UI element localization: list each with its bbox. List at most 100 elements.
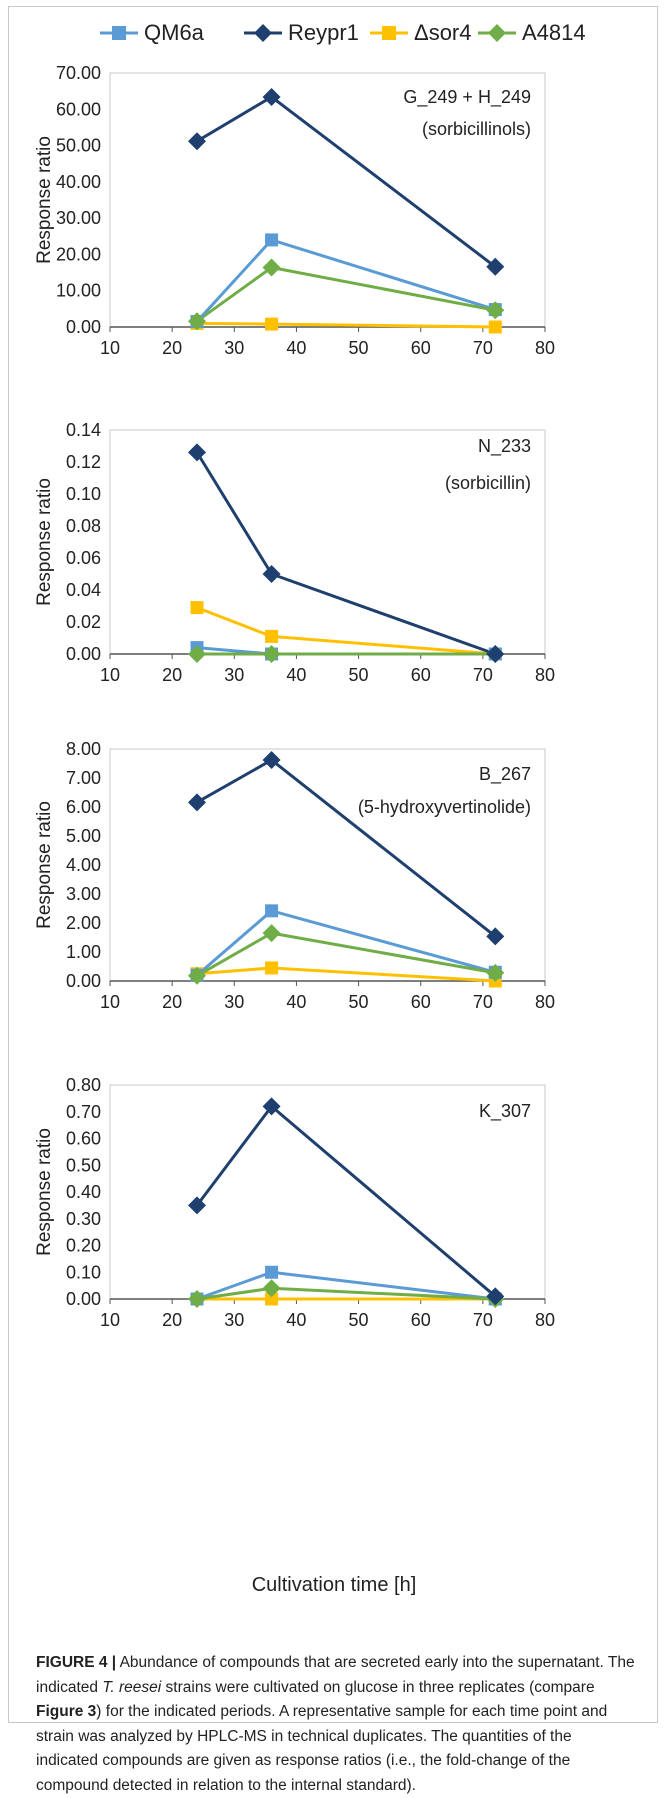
data-point-a4814 bbox=[188, 966, 206, 985]
x-tick-label: 60 bbox=[411, 665, 431, 685]
data-point-sor4 bbox=[265, 629, 279, 643]
y-tick-label: 0.10 bbox=[66, 484, 101, 504]
y-tick-label: 50.00 bbox=[56, 136, 101, 156]
series-line-sor4 bbox=[196, 606, 496, 656]
y-tick-label: 0.20 bbox=[66, 1236, 101, 1256]
x-axis-title: Cultivation time [h] bbox=[251, 1574, 417, 1596]
legend-label-qm6a: QM6a bbox=[144, 20, 204, 45]
y-axis-label: Response ratio bbox=[34, 801, 55, 929]
x-tick-label: 70 bbox=[473, 1310, 493, 1330]
chart-panel-2: 0.00 0.02 0.04 0.06 0.08 0.10 0.12 0.14 10 20 30 40… bbox=[34, 420, 555, 685]
data-point-reypr1 bbox=[188, 443, 206, 462]
figure-frame bbox=[8, 6, 658, 1723]
x-tick-label: 40 bbox=[286, 1310, 306, 1330]
x-tick-label: 40 bbox=[286, 665, 306, 685]
data-point-qm6a bbox=[265, 233, 279, 247]
legend-marker-qm6a bbox=[100, 26, 138, 40]
series-line-qm6a bbox=[196, 1270, 496, 1301]
y-tick-label: 4.00 bbox=[66, 855, 101, 875]
data-point-reypr1 bbox=[188, 1196, 206, 1215]
y-tick-label: 0.08 bbox=[66, 516, 101, 536]
x-tick-label: 80 bbox=[535, 338, 555, 358]
y-tick-label: 0.30 bbox=[66, 1209, 101, 1229]
chart-title: K_307 bbox=[479, 1101, 531, 1122]
caption-species: T. reesei bbox=[102, 1678, 162, 1696]
data-point-sor4 bbox=[265, 317, 279, 331]
y-tick-label: 0.12 bbox=[66, 452, 101, 472]
data-point-sor4 bbox=[265, 1292, 279, 1306]
x-tick-label: 30 bbox=[224, 338, 244, 358]
x-tick-label: 50 bbox=[349, 665, 369, 685]
y-axis-label: Response ratio bbox=[34, 136, 55, 264]
data-point-sor4 bbox=[488, 320, 502, 334]
chart-title: B_267 bbox=[479, 764, 531, 785]
chart-panel-3: 0.00 1.00 2.00 3.00 4.00 5.00 6.00 7.00 8.00 10 20… bbox=[34, 739, 555, 1012]
data-point-qm6a bbox=[265, 1265, 279, 1279]
data-point-a4814 bbox=[262, 1279, 281, 1298]
caption-text-3: ) for the indicated periods. A represent… bbox=[36, 1703, 608, 1794]
chart-subtitle: (sorbicillin) bbox=[445, 473, 531, 493]
legend-label-reypr1: Reypr1 bbox=[288, 20, 359, 45]
x-tick-label: 40 bbox=[286, 338, 306, 358]
data-point-reypr1 bbox=[262, 751, 281, 770]
y-tick-label: 0.06 bbox=[66, 548, 101, 568]
y-tick-label: 0.70 bbox=[66, 1102, 101, 1122]
x-tick-label: 80 bbox=[535, 665, 555, 685]
caption-label: FIGURE 4 | bbox=[36, 1654, 117, 1671]
x-tick-label: 10 bbox=[100, 992, 120, 1012]
data-point-reypr1 bbox=[486, 645, 505, 663]
chart-subtitle: (sorbicillinols) bbox=[422, 119, 531, 139]
caption-figure-ref: Figure 3 bbox=[36, 1703, 97, 1721]
y-tick-label: 1.00 bbox=[66, 942, 101, 962]
charts-canvas: 0.00 10.00 20.00 30.00 40.00 50.00 60.00 70.00 1… bbox=[34, 63, 555, 1330]
legend-label-a4814: A4814 bbox=[522, 20, 586, 45]
y-tick-label: 6.00 bbox=[66, 797, 101, 817]
x-tick-label: 60 bbox=[411, 1310, 431, 1330]
chart-legend: QM6a Reypr1 Δsor4 A4814 bbox=[0, 18, 668, 48]
chart-panel-1: 0.00 10.00 20.00 30.00 40.00 50.00 60.00 70.00 1… bbox=[34, 63, 555, 358]
x-tick-label: 30 bbox=[224, 992, 244, 1012]
chart-subtitle: (5-hydroxyvertinolide) bbox=[358, 797, 531, 817]
data-point-a4814 bbox=[486, 963, 505, 982]
x-tick-label: 70 bbox=[473, 338, 493, 358]
y-tick-label: 70.00 bbox=[56, 63, 101, 83]
y-axis-label: Response ratio bbox=[34, 478, 55, 606]
y-tick-label: 0.02 bbox=[66, 612, 101, 632]
y-tick-label: 0.00 bbox=[66, 644, 101, 664]
x-tick-label: 10 bbox=[100, 665, 120, 685]
data-point-reypr1 bbox=[188, 132, 206, 151]
data-point-a4814 bbox=[262, 258, 281, 277]
x-tick-label: 70 bbox=[473, 992, 493, 1012]
x-tick-label: 10 bbox=[100, 1310, 120, 1330]
x-tick-label: 50 bbox=[349, 338, 369, 358]
legend-marker-a4814 bbox=[478, 24, 516, 42]
y-tick-label: 0.80 bbox=[66, 1075, 101, 1095]
data-point-a4814 bbox=[188, 1290, 206, 1308]
y-tick-label: 0.00 bbox=[66, 1289, 101, 1309]
x-tick-label: 80 bbox=[535, 992, 555, 1012]
y-tick-label: 60.00 bbox=[56, 99, 101, 119]
series-line-sor4 bbox=[196, 966, 496, 983]
y-tick-label: 0.00 bbox=[66, 317, 101, 337]
figure-caption: FIGURE 4 | Abundance of compounds that a… bbox=[36, 1651, 636, 1799]
data-point-a4814 bbox=[262, 645, 281, 663]
y-tick-label: 10.00 bbox=[56, 281, 101, 301]
y-tick-label: 0.60 bbox=[66, 1129, 101, 1149]
series-line-reypr1 bbox=[195, 1104, 497, 1298]
data-point-sor4 bbox=[265, 961, 279, 975]
x-tick-label: 50 bbox=[349, 992, 369, 1012]
x-tick-label: 30 bbox=[224, 1310, 244, 1330]
data-point-reypr1 bbox=[486, 927, 505, 946]
series-line-reypr1 bbox=[196, 758, 497, 938]
x-tick-label: 10 bbox=[100, 338, 120, 358]
caption-text-2: strains were cultivated on glucose in th… bbox=[161, 1678, 595, 1696]
x-tick-label: 20 bbox=[162, 665, 182, 685]
data-point-a4814 bbox=[188, 645, 206, 663]
x-tick-label: 60 bbox=[411, 992, 431, 1012]
y-tick-label: 0.40 bbox=[66, 1182, 101, 1202]
data-point-a4814 bbox=[486, 301, 505, 320]
chart-title: N_233 bbox=[478, 436, 531, 457]
y-tick-label: 3.00 bbox=[66, 884, 101, 904]
data-point-qm6a bbox=[265, 904, 279, 918]
x-tick-label: 30 bbox=[224, 665, 244, 685]
